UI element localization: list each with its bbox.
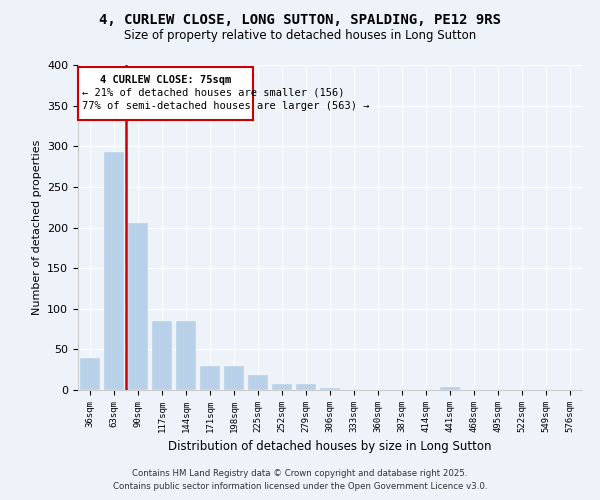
Text: Contains HM Land Registry data © Crown copyright and database right 2025.
Contai: Contains HM Land Registry data © Crown c… bbox=[113, 470, 487, 491]
Bar bbox=[80, 358, 100, 390]
Bar bbox=[176, 321, 196, 390]
Text: Size of property relative to detached houses in Long Sutton: Size of property relative to detached ho… bbox=[124, 29, 476, 42]
Bar bbox=[79, 66, 253, 120]
Bar bbox=[296, 384, 316, 390]
Text: 4 CURLEW CLOSE: 75sqm: 4 CURLEW CLOSE: 75sqm bbox=[100, 74, 232, 85]
Text: 4, CURLEW CLOSE, LONG SUTTON, SPALDING, PE12 9RS: 4, CURLEW CLOSE, LONG SUTTON, SPALDING, … bbox=[99, 12, 501, 26]
Bar bbox=[104, 152, 124, 390]
Bar bbox=[320, 388, 340, 390]
Text: ← 21% of detached houses are smaller (156): ← 21% of detached houses are smaller (15… bbox=[82, 88, 344, 98]
Text: 77% of semi-detached houses are larger (563) →: 77% of semi-detached houses are larger (… bbox=[82, 101, 370, 111]
Y-axis label: Number of detached properties: Number of detached properties bbox=[32, 140, 41, 315]
Bar bbox=[248, 376, 268, 390]
Bar bbox=[224, 366, 244, 390]
Bar bbox=[152, 321, 172, 390]
X-axis label: Distribution of detached houses by size in Long Sutton: Distribution of detached houses by size … bbox=[168, 440, 492, 454]
Bar bbox=[200, 366, 220, 390]
Bar bbox=[272, 384, 292, 390]
Bar bbox=[440, 387, 460, 390]
Bar bbox=[128, 224, 148, 390]
